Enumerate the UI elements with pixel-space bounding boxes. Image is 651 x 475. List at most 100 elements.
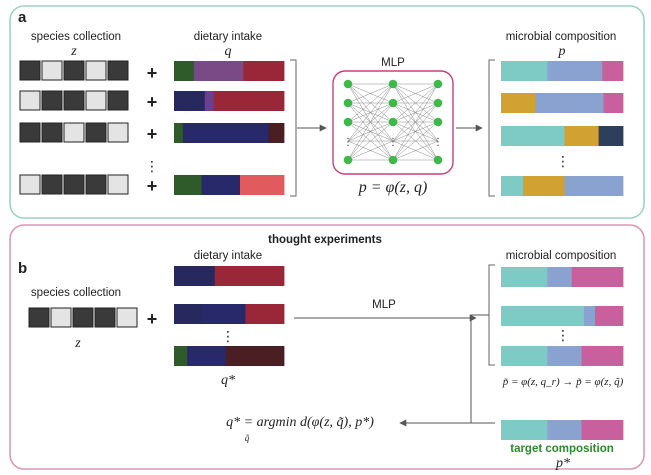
species-present-cell <box>94 307 116 328</box>
diet-bracket <box>290 59 297 197</box>
mlp-ellipsis: ⋮ <box>433 137 443 148</box>
panel-a-species-var: z <box>70 44 77 59</box>
mlp-edge <box>347 83 394 161</box>
species-present-cell <box>19 60 41 81</box>
panel-b-border <box>9 224 645 470</box>
mlp-box <box>332 70 454 175</box>
mlp-edge <box>347 83 394 142</box>
composition-segment <box>501 176 524 196</box>
mlp-edge <box>392 83 439 161</box>
ellipsis: ⋮ <box>221 328 235 344</box>
ellipsis: ⋮ <box>556 153 570 169</box>
composition-segment <box>535 93 604 113</box>
target-composition-var: p* <box>555 456 570 471</box>
mlp-network: ⋮ ⋮ ⋮ <box>343 79 443 165</box>
species-present-cell <box>85 122 107 143</box>
composition-segment <box>547 346 582 366</box>
plus-sign: + <box>147 124 158 144</box>
panel-a-composition-var: p <box>558 44 566 59</box>
species-absent-cell <box>50 307 72 328</box>
composition-segment <box>547 267 573 287</box>
mlp-node <box>433 98 443 108</box>
mlp-node <box>343 98 353 108</box>
panel-b-diet-bars <box>174 266 285 366</box>
panel-a-species-title: species collection <box>31 31 121 43</box>
species-absent-cell <box>85 90 107 111</box>
diet-segment <box>174 61 195 81</box>
species-absent-cell <box>19 174 41 195</box>
species-absent-cell <box>41 60 63 81</box>
composition-segment <box>581 346 624 366</box>
composition-segment <box>501 61 548 81</box>
composition-bracket <box>488 59 495 197</box>
panel-a-diet-title: dietary intake <box>194 31 262 43</box>
diet-segment <box>193 61 244 81</box>
species-present-cell <box>72 307 94 328</box>
species-present-cell <box>107 60 129 81</box>
diet-segment <box>174 175 202 195</box>
mlp-edge <box>392 83 439 142</box>
plus-sign: + <box>147 309 158 329</box>
panel-a-composition-bars <box>501 61 624 196</box>
target-composition-bar <box>501 420 624 440</box>
species-absent-cell <box>116 307 138 328</box>
composition-segment <box>501 346 548 366</box>
mlp-node <box>388 79 398 89</box>
panel-b-species-var: z <box>74 336 81 351</box>
panel-a-diet-var: q <box>225 44 232 59</box>
diet-segment <box>243 61 285 81</box>
composition-segment <box>583 306 596 326</box>
panel-b-mlp-label: MLP <box>372 299 396 311</box>
panel-b-composition-title: microbial composition <box>506 250 617 262</box>
mlp-ellipsis: ⋮ <box>343 137 353 148</box>
mlp-edge <box>347 121 394 161</box>
mlp-node <box>433 155 443 165</box>
mlp-edge <box>347 140 394 161</box>
species-present-cell <box>19 122 41 143</box>
diet-segment <box>204 91 214 111</box>
panel-b-diet-var: q* <box>221 373 235 388</box>
mlp-edge <box>392 83 439 123</box>
mlp-node <box>388 155 398 165</box>
species-present-cell <box>107 90 129 111</box>
species-present-cell <box>63 60 85 81</box>
mlp-edge <box>347 102 394 161</box>
diet-segment <box>182 123 269 143</box>
mlp-node <box>433 117 443 127</box>
argmin-subscript: q̃ <box>245 433 250 443</box>
species-absent-cell <box>107 122 129 143</box>
mlp-node <box>343 155 353 165</box>
target-segment <box>581 420 624 440</box>
mlp-edge <box>392 102 439 161</box>
species-absent-cell <box>63 122 85 143</box>
composition-segment <box>501 93 536 113</box>
panel-b-species-title: species collection <box>31 287 121 299</box>
target-segment <box>547 420 582 440</box>
panel-b-header: thought experiments <box>268 234 382 246</box>
plus-sign: + <box>147 63 158 83</box>
mlp-node <box>388 117 398 127</box>
panel-a-formula: p = φ(z, q) <box>358 179 428 196</box>
diet-segment <box>214 266 285 286</box>
composition-segment <box>598 126 624 146</box>
mlp-title: MLP <box>381 57 405 69</box>
composition-segment <box>602 61 624 81</box>
species-present-cell <box>85 174 107 195</box>
species-present-cell <box>41 122 63 143</box>
mlp-edge <box>392 121 439 161</box>
species-present-cell <box>41 174 63 195</box>
panel-a-border <box>9 5 645 219</box>
species-present-cell <box>28 307 50 328</box>
species-present-cell <box>63 90 85 111</box>
diet-segment <box>225 346 285 366</box>
mlp-edge <box>347 83 394 104</box>
panel-a-letter: a <box>18 9 27 26</box>
panel-b-formula-right: p̃ = φ(z, q_r) → p̃ = φ(z, q̃) <box>502 376 624 388</box>
panel-b-composition-bars <box>501 267 624 366</box>
diet-segment <box>174 266 216 286</box>
panel-b-composition-bracket <box>488 264 495 366</box>
panel-a-diet-bars <box>174 61 285 195</box>
panel-b-letter: b <box>18 260 27 277</box>
composition-segment <box>501 267 548 287</box>
